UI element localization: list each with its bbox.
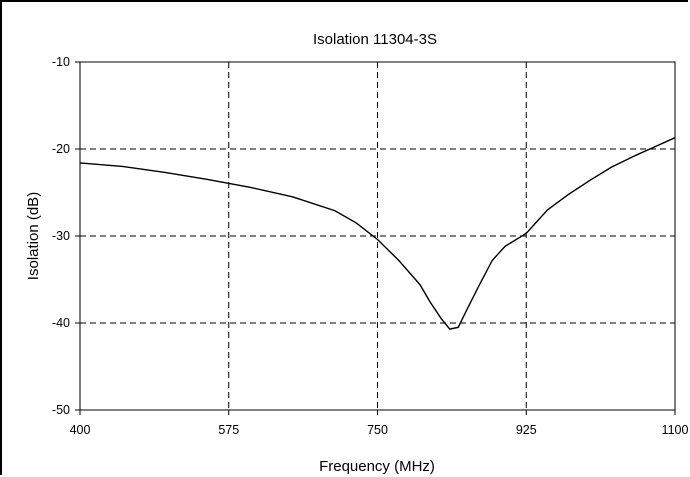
chart-title: Isolation 11304-3S bbox=[313, 31, 437, 48]
y-tick-label: -30 bbox=[52, 229, 70, 243]
x-tick-label: 1100 bbox=[662, 423, 689, 437]
y-axis-label: Isolation (dB) bbox=[25, 192, 42, 280]
isolation-series-line bbox=[79, 137, 676, 330]
y-tick-labels: -10 -20 -30 -40 -50 bbox=[52, 55, 70, 417]
y-tick-label: -10 bbox=[52, 55, 70, 69]
x-tick-label: 925 bbox=[516, 423, 537, 437]
y-tick-label: -20 bbox=[52, 142, 70, 156]
x-axis-label: Frequency (MHz) bbox=[319, 458, 435, 475]
x-tick-label: 400 bbox=[70, 423, 91, 437]
x-tick-label: 575 bbox=[218, 423, 239, 437]
x-tick-label: 750 bbox=[367, 423, 388, 437]
x-tick-labels: 400 575 750 925 1100 bbox=[70, 423, 689, 437]
y-tick-label: -40 bbox=[52, 316, 70, 330]
grid-lines bbox=[80, 62, 675, 410]
y-tick-label: -50 bbox=[52, 403, 70, 417]
tick-marks bbox=[75, 61, 676, 415]
